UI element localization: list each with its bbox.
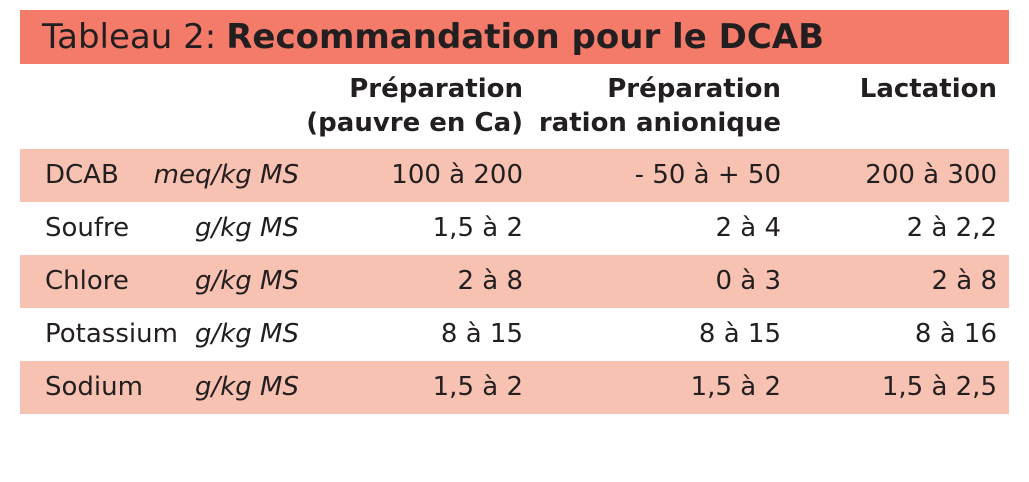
column-header-line1: Préparation (607, 74, 781, 104)
recommendation-table: Tableau 2: Recommandation pour le DCAB P… (20, 10, 1009, 414)
cell-lactation: 8 à 16 (914, 319, 997, 349)
column-header-preparation-anionic: Préparation ration anionique (539, 72, 781, 140)
table-title-prefix: Tableau 2: (42, 17, 217, 57)
cell-preparation-anionic: 2 à 4 (715, 213, 781, 243)
cell-lactation: 1,5 à 2,5 (881, 372, 997, 402)
row-label: Soufre (45, 213, 130, 243)
cell-preparation-anionic: 8 à 15 (698, 319, 781, 349)
table-row-dcab: DCAB meq/kg MS 100 à 200 - 50 à + 50 200… (20, 149, 1009, 202)
column-header-line1: Préparation (349, 74, 523, 104)
row-unit: g/kg MS (194, 372, 299, 402)
row-unit: g/kg MS (194, 266, 299, 296)
column-header-preparation-low-ca: Préparation (pauvre en Ca) (306, 72, 523, 140)
cell-preparation-low-ca: 1,5 à 2 (432, 372, 523, 402)
row-unit: g/kg MS (194, 213, 299, 243)
table-header-row: Préparation (pauvre en Ca) Préparation r… (20, 64, 1009, 149)
row-label: Potassium (45, 319, 178, 349)
cell-lactation: 2 à 8 (931, 266, 997, 296)
cell-preparation-low-ca: 1,5 à 2 (432, 213, 523, 243)
row-unit: meq/kg MS (153, 160, 299, 190)
row-label: DCAB (45, 160, 119, 190)
cell-preparation-low-ca: 2 à 8 (457, 266, 523, 296)
row-label: Sodium (45, 372, 143, 402)
table-row-chlore: Chlore g/kg MS 2 à 8 0 à 3 2 à 8 (20, 255, 1009, 308)
cell-lactation: 200 à 300 (865, 160, 997, 190)
table-row-potassium: Potassium g/kg MS 8 à 15 8 à 15 8 à 16 (20, 308, 1009, 361)
row-label: Chlore (45, 266, 129, 296)
table-row-sodium: Sodium g/kg MS 1,5 à 2 1,5 à 2 1,5 à 2,5 (20, 361, 1009, 414)
column-header-line2: ration anionique (538, 108, 781, 138)
row-unit: g/kg MS (194, 319, 299, 349)
cell-preparation-low-ca: 100 à 200 (391, 160, 523, 190)
table-title: Recommandation pour le DCAB (226, 17, 825, 57)
table-title-bar: Tableau 2: Recommandation pour le DCAB (20, 10, 1009, 64)
column-header-lactation: Lactation (860, 72, 997, 106)
column-header-line2: (pauvre en Ca) (306, 108, 523, 138)
cell-preparation-anionic: - 50 à + 50 (634, 160, 781, 190)
cell-preparation-low-ca: 8 à 15 (440, 319, 523, 349)
column-header-line1: Lactation (859, 74, 997, 104)
cell-preparation-anionic: 1,5 à 2 (690, 372, 781, 402)
table-row-soufre: Soufre g/kg MS 1,5 à 2 2 à 4 2 à 2,2 (20, 202, 1009, 255)
cell-lactation: 2 à 2,2 (906, 213, 997, 243)
cell-preparation-anionic: 0 à 3 (715, 266, 781, 296)
